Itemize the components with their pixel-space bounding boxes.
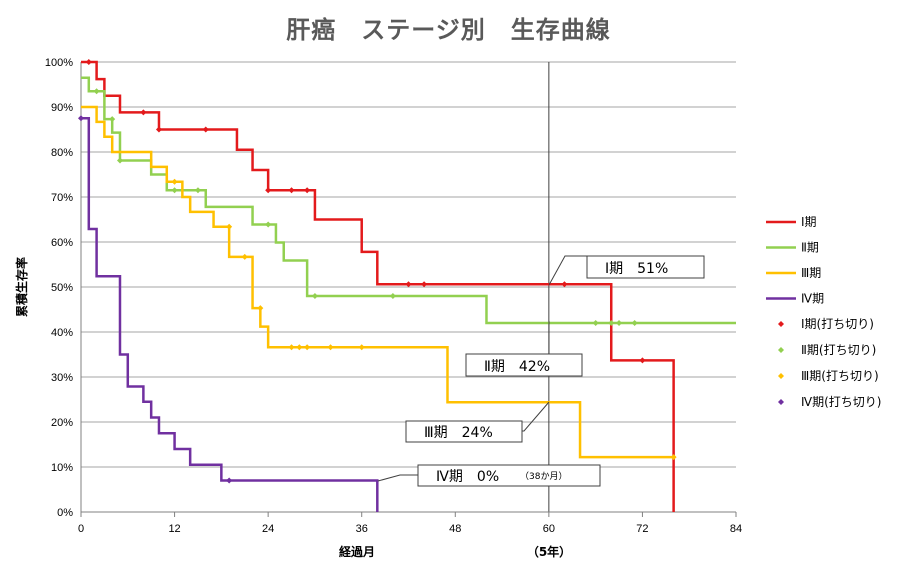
- annotation-text: Ⅰ期 51%: [605, 261, 668, 277]
- legend-label-2: Ⅱ期: [801, 241, 819, 255]
- censored-marker-3: [226, 223, 233, 230]
- censored-marker-3: [257, 305, 264, 312]
- legend: Ⅰ期 Ⅱ期 Ⅲ期 Ⅳ期 Ⅰ期(打ち切り) Ⅱ期(打ち切り) Ⅲ期(打ち切り) Ⅳ期(打ち切り): [766, 215, 881, 409]
- legend-censored-label-2: Ⅱ期(打ち切り): [801, 343, 876, 357]
- censored-marker-4: [78, 115, 84, 122]
- censored-marker-2: [616, 320, 623, 326]
- censored-marker-3: [241, 253, 248, 260]
- legend-censored-label-4: Ⅳ期(打ち切り): [801, 395, 881, 409]
- censored-marker-2: [389, 293, 396, 299]
- y-tick-label: 0%: [57, 507, 73, 519]
- censored-marker-3: [327, 344, 334, 351]
- legend-censored-label-3: Ⅲ期(打ち切り): [801, 369, 879, 383]
- x-tick-label: 84: [730, 523, 742, 535]
- y-tick-label: 10%: [51, 462, 73, 474]
- legend-marker-4: [778, 399, 784, 405]
- annotation-text: Ⅲ期 24%: [424, 425, 493, 441]
- y-tick-label: 50%: [51, 282, 73, 294]
- censored-marker-1: [639, 357, 646, 364]
- annotation-box: [405, 420, 523, 443]
- y-tick-label: 40%: [51, 327, 73, 339]
- censored-marker-1: [265, 187, 272, 194]
- gridlines: 0% 10% 20% 30% 40% 50% 60% 70% 80% 90% 100%: [45, 57, 736, 519]
- censored-marker-1: [155, 126, 162, 133]
- censored-marker-1: [405, 281, 412, 288]
- censored-marker-1: [421, 281, 428, 288]
- censored-marker-2: [171, 187, 178, 194]
- censored-marker-1: [85, 59, 92, 65]
- legend-label-3: Ⅲ期: [801, 266, 821, 280]
- censored-marker-1: [561, 281, 568, 288]
- series-line-2: [81, 76, 736, 325]
- axes: 0 12 24 36 48 60 72 84: [78, 62, 742, 535]
- x-tick-label: 12: [168, 523, 180, 535]
- censored-marker-1: [288, 187, 295, 194]
- y-tick-label: 60%: [51, 237, 73, 249]
- censored-marker-2: [311, 293, 318, 299]
- annotation-text: Ⅱ期 42%: [484, 359, 550, 375]
- annotations: Ⅰ期 51% Ⅱ期 42% Ⅲ期 24% Ⅳ期 0% （38か月）: [377, 255, 705, 487]
- y-axis-label: 累積生存率: [14, 257, 29, 317]
- y-tick-label: 100%: [45, 57, 73, 69]
- censored-marker-2: [93, 88, 100, 95]
- annotation-extra: （38か月）: [520, 471, 567, 482]
- x-axis-label: 経過月: [339, 544, 375, 559]
- annotation-box: [465, 353, 583, 377]
- annotation-leader: [522, 401, 550, 432]
- annotation-box: [417, 464, 601, 487]
- censored-markers: [78, 59, 677, 484]
- y-tick-label: 30%: [51, 372, 73, 384]
- censored-marker-2: [608, 320, 615, 326]
- censored-marker-2: [109, 116, 116, 123]
- annotation-leader: [377, 474, 418, 482]
- annotation-box: [586, 255, 705, 279]
- censored-marker-3: [171, 178, 178, 185]
- censored-marker-2: [116, 157, 123, 164]
- censored-marker-3: [288, 344, 295, 351]
- y-tick-label: 20%: [51, 417, 73, 429]
- legend-censored-label-1: Ⅰ期(打ち切り): [801, 317, 874, 331]
- legend-marker-3: [778, 373, 784, 379]
- censored-marker-2: [631, 320, 638, 326]
- censored-marker-3: [670, 454, 677, 461]
- censored-marker-1: [202, 126, 209, 133]
- annotation-leader: [548, 255, 587, 286]
- x-tick-label: 24: [262, 523, 274, 535]
- series-lines: [81, 60, 736, 512]
- chart-title: 肝癌 ステージ別 生存曲線: [286, 16, 611, 44]
- x-tick-label: 60: [543, 523, 555, 535]
- censored-marker-2: [265, 221, 272, 228]
- y-tick-label: 90%: [51, 102, 73, 114]
- censored-marker-2: [592, 320, 599, 326]
- legend-label-4: Ⅳ期: [801, 292, 824, 306]
- legend-label-1: Ⅰ期: [801, 215, 817, 229]
- censored-marker-3: [296, 344, 303, 351]
- series-line-4: [81, 117, 379, 512]
- x-axis-note: （5年）: [527, 544, 571, 559]
- censored-marker-1: [304, 187, 311, 194]
- censored-marker-3: [358, 344, 365, 351]
- censored-marker-4: [226, 477, 233, 484]
- legend-marker-2: [778, 347, 784, 353]
- annotation-text: Ⅳ期 0%: [436, 469, 499, 485]
- legend-marker-1: [778, 321, 784, 327]
- censored-marker-3: [304, 344, 311, 351]
- x-tick-label: 72: [636, 523, 648, 535]
- x-tick-label: 36: [356, 523, 368, 535]
- x-tick-label: 48: [449, 523, 461, 535]
- x-tick-label: 0: [78, 523, 84, 535]
- y-tick-label: 70%: [51, 192, 73, 204]
- censored-marker-1: [140, 109, 147, 116]
- y-tick-label: 80%: [51, 147, 73, 159]
- censored-marker-2: [194, 187, 201, 194]
